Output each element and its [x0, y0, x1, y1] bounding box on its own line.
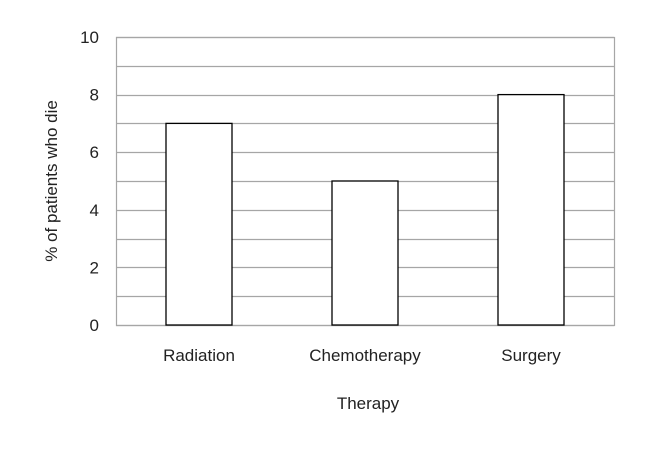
bar-surgery [497, 93, 565, 326]
x-axis-title: Therapy [337, 394, 400, 413]
y-tick-label-10: 10 [80, 28, 99, 47]
bar-chemotherapy [331, 180, 399, 326]
y-axis-title: % of patients who die [42, 100, 61, 262]
x-category-labels: Radiation Chemotherapy Surgery [163, 346, 561, 365]
y-tick-label-4: 4 [90, 201, 99, 220]
x-tick-label-surgery: Surgery [501, 346, 561, 365]
bar-radiation [165, 122, 233, 326]
x-tick-label-chemotherapy: Chemotherapy [309, 346, 421, 365]
y-tick-label-6: 6 [90, 143, 99, 162]
x-tick-label-radiation: Radiation [163, 346, 235, 365]
y-tick-label-2: 2 [90, 258, 99, 277]
y-tick-label-8: 8 [90, 86, 99, 105]
bar-layer [165, 93, 565, 326]
y-tick-label-0: 0 [90, 316, 99, 335]
y-tick-labels: 0 2 4 6 8 10 [80, 28, 99, 335]
